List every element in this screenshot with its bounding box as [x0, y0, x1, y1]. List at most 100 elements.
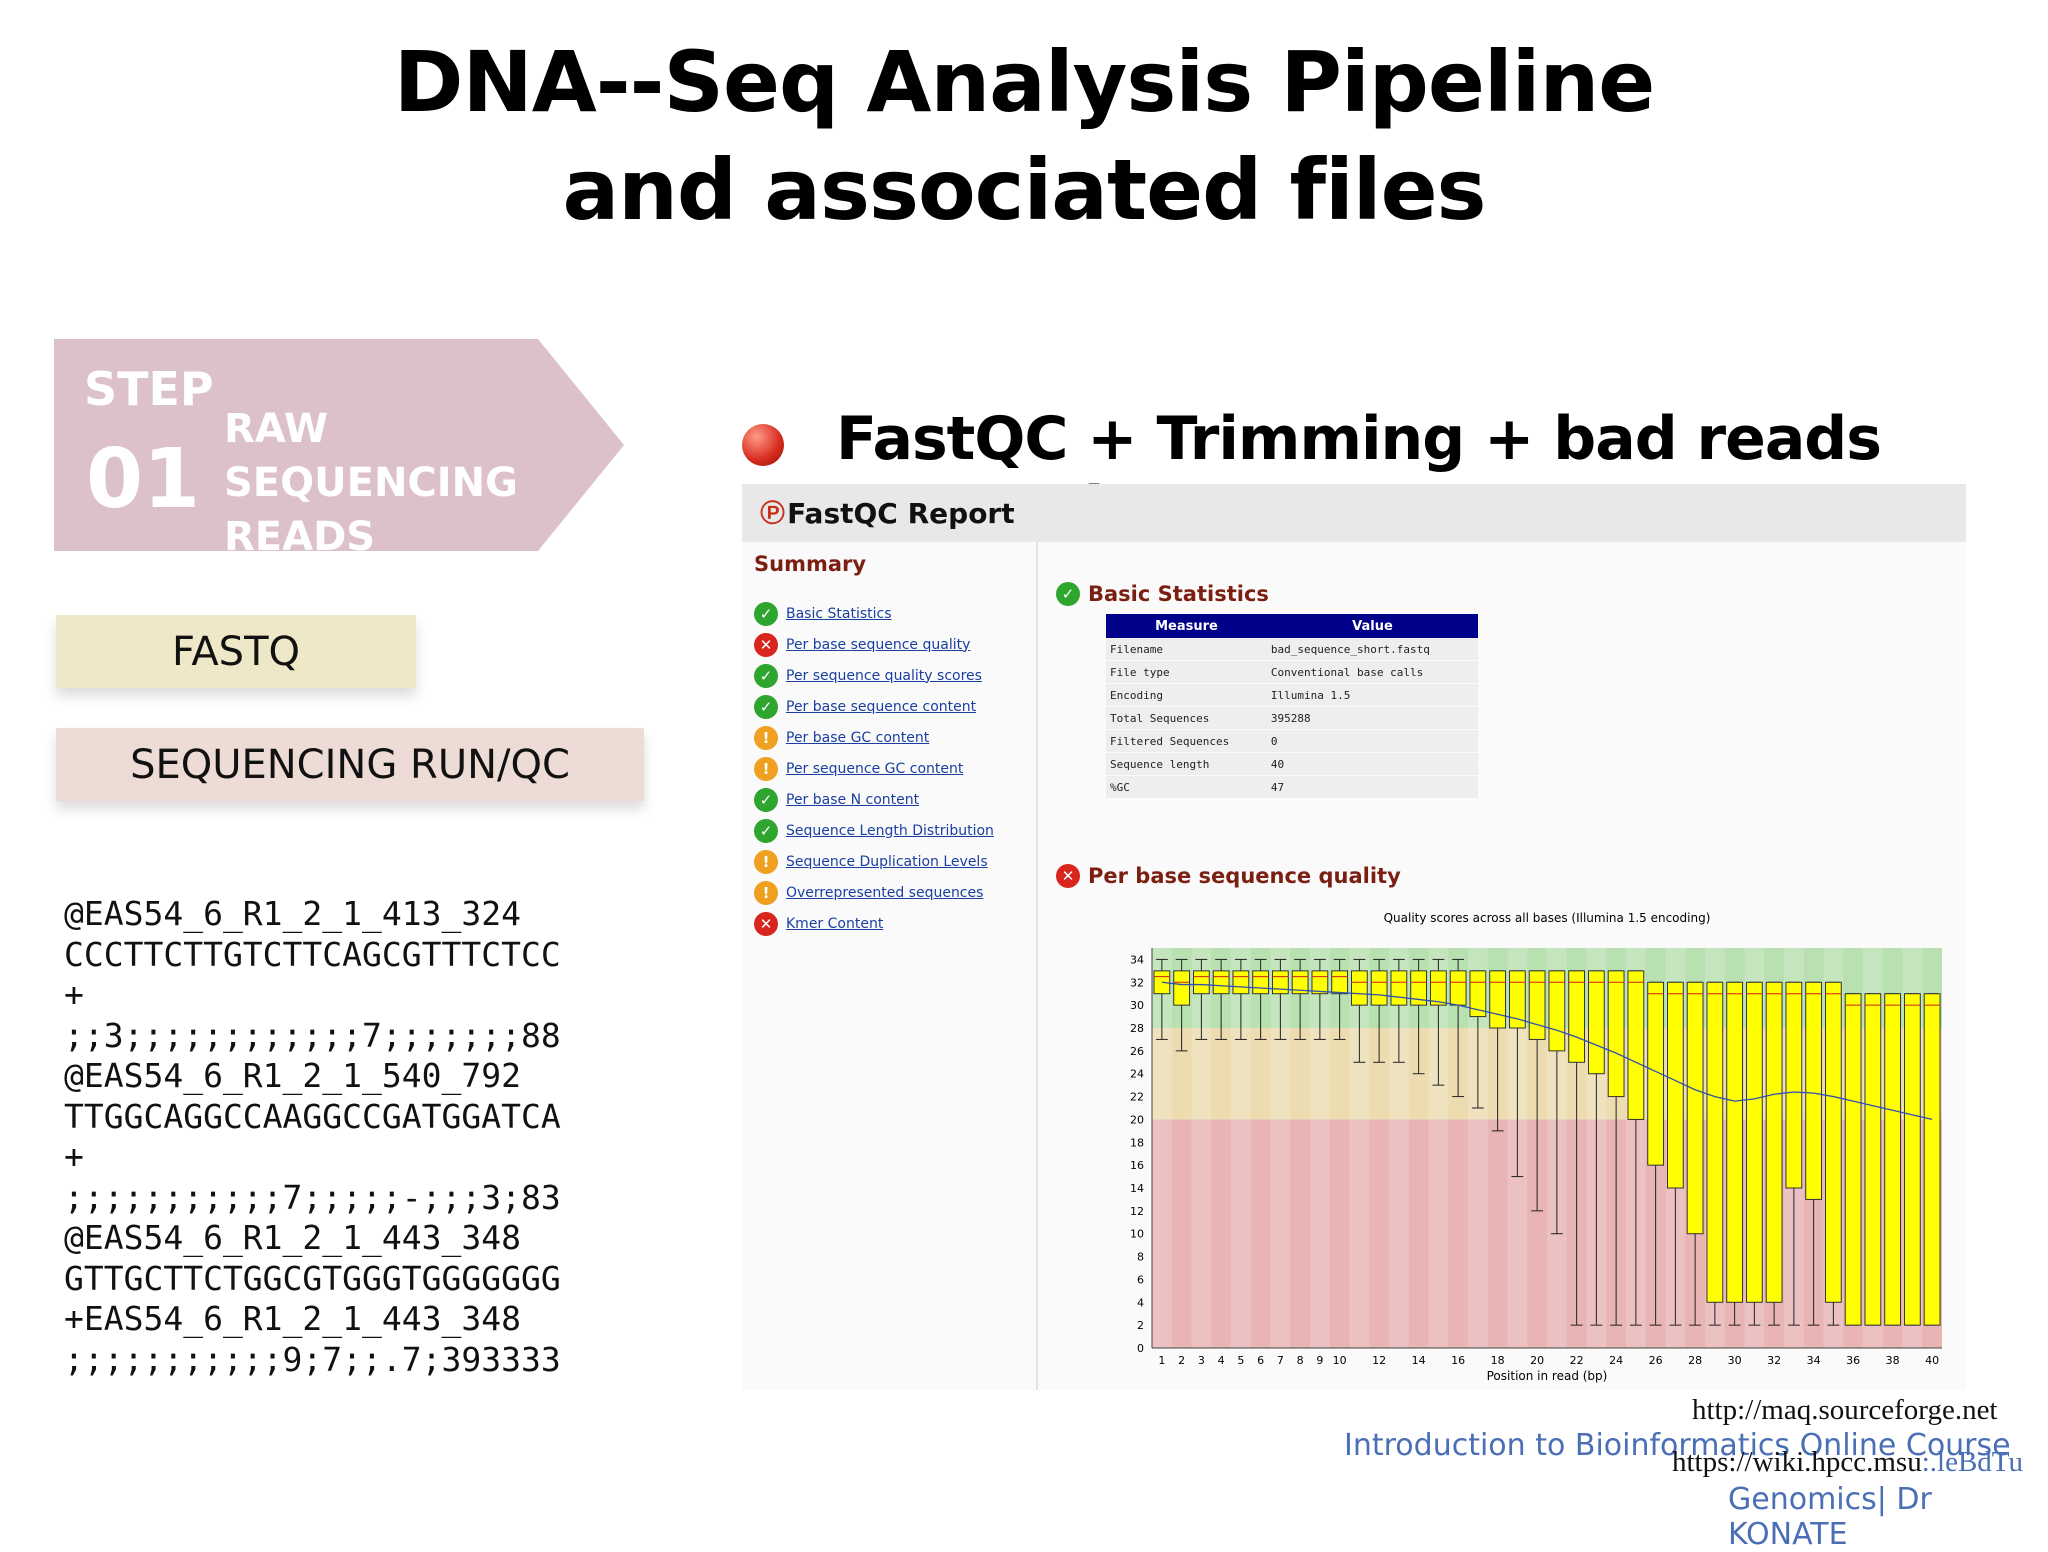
table-row: Sequence length 40: [1106, 752, 1478, 776]
summary-link[interactable]: Sequence Length Distribution: [786, 822, 994, 839]
quality-box: [1903, 993, 1921, 1326]
quality-box: [1370, 970, 1388, 1006]
y-tick-label: 0: [1137, 1342, 1144, 1355]
hpcc-link-text: https://wiki.hpcc.msu: [1672, 1446, 1922, 1478]
x-tick-label: 30: [1728, 1354, 1742, 1367]
x-tick-label: 12: [1372, 1354, 1386, 1367]
warn-icon: !: [754, 725, 778, 750]
fastq-line: +: [64, 975, 84, 1014]
table-cell: Encoding: [1106, 683, 1267, 707]
fail-icon: ✕: [754, 911, 778, 936]
summary-link[interactable]: Per sequence quality scores: [786, 667, 982, 684]
summary-link[interactable]: Kmer Content: [786, 915, 884, 932]
table-row: Filtered Sequences 0: [1106, 729, 1478, 753]
summary-item[interactable]: ✓ Per sequence quality scores: [754, 660, 994, 691]
table-cell: Filtered Sequences: [1106, 729, 1267, 753]
slide-title: DNA--Seq Analysis Pipeline and associate…: [0, 28, 2048, 244]
summary-link[interactable]: Sequence Duplication Levels: [786, 853, 988, 870]
column-stripe: [1231, 948, 1251, 1348]
y-tick-label: 6: [1137, 1273, 1144, 1286]
fastq-line: CCCTTCTTGTCTTCAGCGTTTCTCC: [64, 934, 561, 974]
quality-box: [1173, 970, 1191, 1006]
table-cell: Conventional base calls: [1266, 660, 1478, 684]
column-stripe: [1191, 948, 1212, 1348]
quality-box: [1805, 981, 1823, 1200]
x-tick-label: 6: [1257, 1354, 1264, 1367]
summary-link[interactable]: Per sequence GC content: [786, 760, 964, 777]
fastqc-logo-icon: ℗: [760, 493, 786, 532]
x-tick-label: 16: [1451, 1354, 1465, 1367]
x-tick-label: 1: [1158, 1354, 1165, 1367]
y-tick-label: 16: [1130, 1159, 1144, 1172]
y-tick-label: 28: [1130, 1022, 1144, 1035]
fastq-box: FASTQ: [56, 615, 416, 688]
pass-icon: ✓: [754, 818, 778, 843]
summary-item[interactable]: ! Sequence Duplication Levels: [754, 846, 994, 877]
summary-item[interactable]: ✓ Sequence Length Distribution: [754, 815, 994, 846]
step-name: RAW SEQUENCING READS: [224, 406, 518, 560]
summary-item[interactable]: ✓ Per base sequence content: [754, 691, 994, 722]
summary-link[interactable]: Basic Statistics: [786, 605, 892, 622]
x-tick-label: 20: [1530, 1354, 1544, 1367]
maq-link[interactable]: http://maq.sourceforge.net: [1692, 1394, 1998, 1426]
fastqc-report: ℗ FastQC Report Summary ✓ Basic Statistic…: [742, 484, 1966, 1390]
summary-item[interactable]: ✓ Basic Statistics: [754, 598, 994, 629]
y-tick-label: 14: [1130, 1182, 1144, 1195]
quality-box: [1627, 970, 1645, 1120]
sequencing-run-qc-box: SEQUENCING RUN/QC: [56, 728, 644, 801]
x-tick-label: 2: [1178, 1354, 1185, 1367]
table-row: Encoding Illumina 1.5: [1106, 683, 1478, 707]
quality-box: [1844, 993, 1862, 1326]
summary-item[interactable]: ! Per base GC content: [754, 722, 994, 753]
table-cell: 47: [1266, 775, 1478, 799]
x-tick-label: 36: [1846, 1354, 1860, 1367]
x-tick-label: 38: [1886, 1354, 1900, 1367]
summary-link[interactable]: Per base GC content: [786, 729, 930, 746]
fastq-line: ;;;;;;;;;;;7;;;;;-;;;3;83: [64, 1177, 561, 1217]
quality-box: [1212, 970, 1230, 995]
fail-icon: ✕: [754, 632, 778, 657]
quality-box: [1706, 981, 1724, 1303]
quality-box: [1232, 970, 1250, 995]
column-stripe: [1310, 948, 1330, 1348]
x-tick-label: 34: [1807, 1354, 1821, 1367]
summary-item[interactable]: ! Per sequence GC content: [754, 753, 994, 784]
quality-box: [1785, 981, 1803, 1189]
x-tick-label: 10: [1333, 1354, 1347, 1367]
quality-box: [1331, 970, 1349, 995]
column-stripe: [1389, 948, 1409, 1348]
quality-box: [1686, 981, 1704, 1235]
quality-box: [1824, 981, 1842, 1303]
quality-box: [1252, 970, 1270, 995]
summary-link[interactable]: Overrepresented sequences: [786, 884, 984, 901]
quality-box: [1390, 970, 1408, 1006]
report-divider: [1036, 542, 1038, 1390]
table-cell: 40: [1266, 752, 1478, 776]
column-stripe: [1270, 948, 1291, 1348]
y-tick-label: 8: [1137, 1251, 1144, 1264]
fastq-line: @EAS54_6_R1_2_1_540_792: [64, 1056, 521, 1095]
column-stripe: [1349, 948, 1370, 1348]
summary-item[interactable]: ✓ Per base N content: [754, 784, 994, 815]
hpcc-link[interactable]: https://wiki.hpcc.msu:.leBdTu: [1672, 1446, 2023, 1479]
summary-list: ✓ Basic Statistics ✕ Per base sequence qual…: [754, 598, 994, 939]
quality-box: [1528, 970, 1546, 1040]
table-cell: Filename: [1106, 638, 1267, 661]
table-row: Filename bad_sequence_short.fastq: [1106, 638, 1478, 661]
summary-link[interactable]: Per base sequence quality: [786, 636, 971, 653]
hpcc-link-tail: :.leBdTu: [1921, 1446, 2023, 1478]
quality-box: [1745, 981, 1763, 1303]
quality-box: [1449, 970, 1467, 1006]
x-tick-label: 4: [1218, 1354, 1225, 1367]
summary-item[interactable]: ✕ Per base sequence quality: [754, 629, 994, 660]
summary-item[interactable]: ! Overrepresented sequences: [754, 877, 994, 908]
x-tick-label: 26: [1649, 1354, 1663, 1367]
summary-item[interactable]: ✕ Kmer Content: [754, 908, 994, 939]
quality-box: [1568, 970, 1586, 1063]
summary-link[interactable]: Per base N content: [786, 791, 920, 808]
x-tick-label: 9: [1316, 1354, 1323, 1367]
summary-link[interactable]: Per base sequence content: [786, 698, 977, 715]
quality-box: [1587, 970, 1605, 1075]
fastq-example: @EAS54_6_R1_2_1_413_324 CCCTTCTTGTCTTCAGC…: [64, 894, 561, 1380]
quality-box-plot: Quality scores across all bases (Illumin…: [1130, 911, 1942, 1383]
